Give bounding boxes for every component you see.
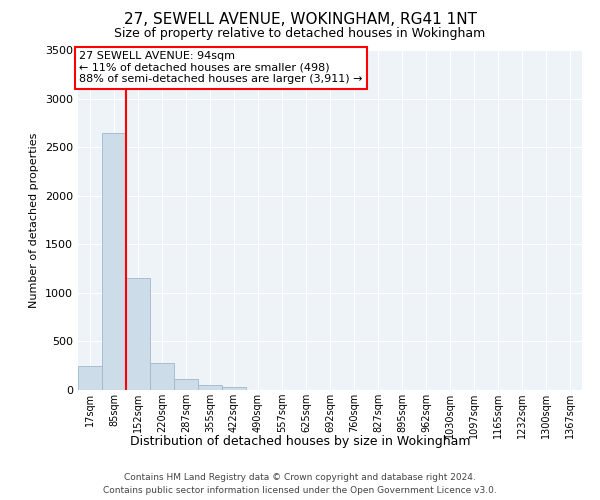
- Bar: [198, 385, 222, 390]
- Text: 27 SEWELL AVENUE: 94sqm
← 11% of detached houses are smaller (498)
88% of semi-d: 27 SEWELL AVENUE: 94sqm ← 11% of detache…: [79, 51, 362, 84]
- Bar: [102, 132, 126, 390]
- Bar: [150, 363, 174, 390]
- Bar: [126, 278, 150, 390]
- Y-axis label: Number of detached properties: Number of detached properties: [29, 132, 40, 308]
- Bar: [222, 387, 246, 390]
- Bar: [174, 380, 198, 390]
- Bar: [78, 366, 102, 390]
- Text: Distribution of detached houses by size in Wokingham: Distribution of detached houses by size …: [130, 435, 470, 448]
- Text: 27, SEWELL AVENUE, WOKINGHAM, RG41 1NT: 27, SEWELL AVENUE, WOKINGHAM, RG41 1NT: [124, 12, 476, 28]
- Text: Size of property relative to detached houses in Wokingham: Size of property relative to detached ho…: [115, 28, 485, 40]
- Text: Contains HM Land Registry data © Crown copyright and database right 2024.: Contains HM Land Registry data © Crown c…: [124, 472, 476, 482]
- Text: Contains public sector information licensed under the Open Government Licence v3: Contains public sector information licen…: [103, 486, 497, 495]
